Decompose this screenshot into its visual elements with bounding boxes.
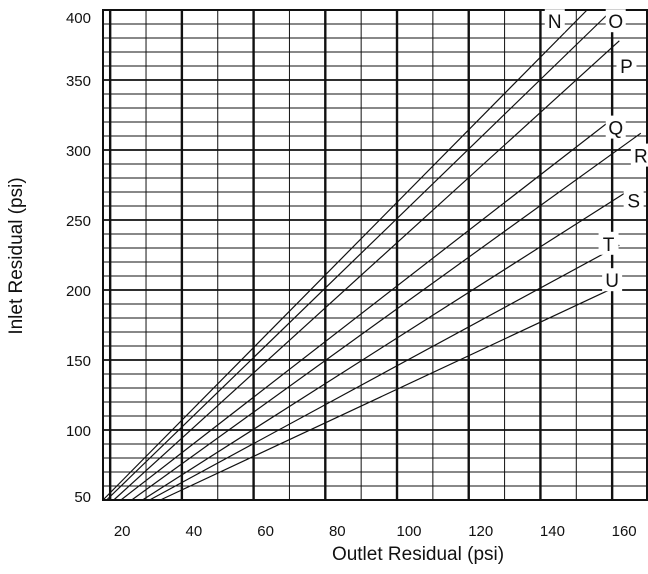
x-tick-label: 160 — [612, 523, 637, 540]
series-label-bg — [605, 9, 626, 33]
x-tick-label: 60 — [257, 523, 274, 540]
series-label-q: Q — [608, 119, 623, 140]
series-label-bg — [623, 188, 644, 212]
series-line-n — [102, 9, 588, 501]
series-line-s — [142, 191, 627, 501]
x-tick-label: 80 — [329, 523, 346, 540]
y-tick-label: 400 — [66, 10, 91, 27]
series-label-n: N — [548, 12, 562, 33]
x-tick-label: 20 — [114, 523, 131, 540]
plot-frame — [102, 9, 648, 501]
series-label-p: P — [620, 57, 633, 78]
y-tick-label: 300 — [66, 143, 91, 160]
series-labels: N O P QR S TU — [544, 9, 648, 292]
series-label-bg — [598, 231, 619, 255]
y-tick-label: 150 — [66, 353, 91, 370]
tick-labels: 20 40 60 80 100 120 140 160 50 100 150 200 250 300 350… — [66, 10, 637, 540]
series-line-p — [113, 40, 620, 501]
series-label-t: T — [603, 235, 615, 256]
series-label-bg — [616, 54, 637, 77]
series-label-bg — [630, 143, 648, 167]
series-line-o — [106, 9, 613, 501]
series-line-t — [149, 244, 620, 501]
series-label-u: U — [605, 271, 619, 292]
y-tick-label: 100 — [66, 423, 91, 440]
series-label-bg — [605, 115, 626, 139]
x-tick-label: 100 — [396, 523, 421, 540]
y-tick-label: 250 — [66, 213, 91, 230]
x-tick-label: 120 — [468, 523, 493, 540]
series-label-o: O — [608, 12, 623, 33]
y-tick-label: 350 — [66, 73, 91, 90]
x-tick-label: 40 — [186, 523, 203, 540]
series-lines — [102, 9, 642, 501]
x-tick-label: 140 — [540, 523, 565, 540]
series-label-s: S — [627, 191, 640, 212]
series-line-q — [120, 118, 613, 501]
series-line-r — [131, 132, 642, 501]
series-label-bg — [544, 9, 565, 33]
series-label-r: R — [634, 147, 648, 168]
y-axis-label: Inlet Residual (psi) — [6, 177, 27, 334]
series-label-bg — [602, 268, 623, 292]
series-line-u — [160, 288, 613, 501]
y-tick-label: 200 — [66, 283, 91, 300]
y-tick-label: 50 — [74, 489, 91, 506]
grid — [102, 9, 648, 501]
x-axis-label: Outlet Residual (psi) — [332, 544, 504, 565]
